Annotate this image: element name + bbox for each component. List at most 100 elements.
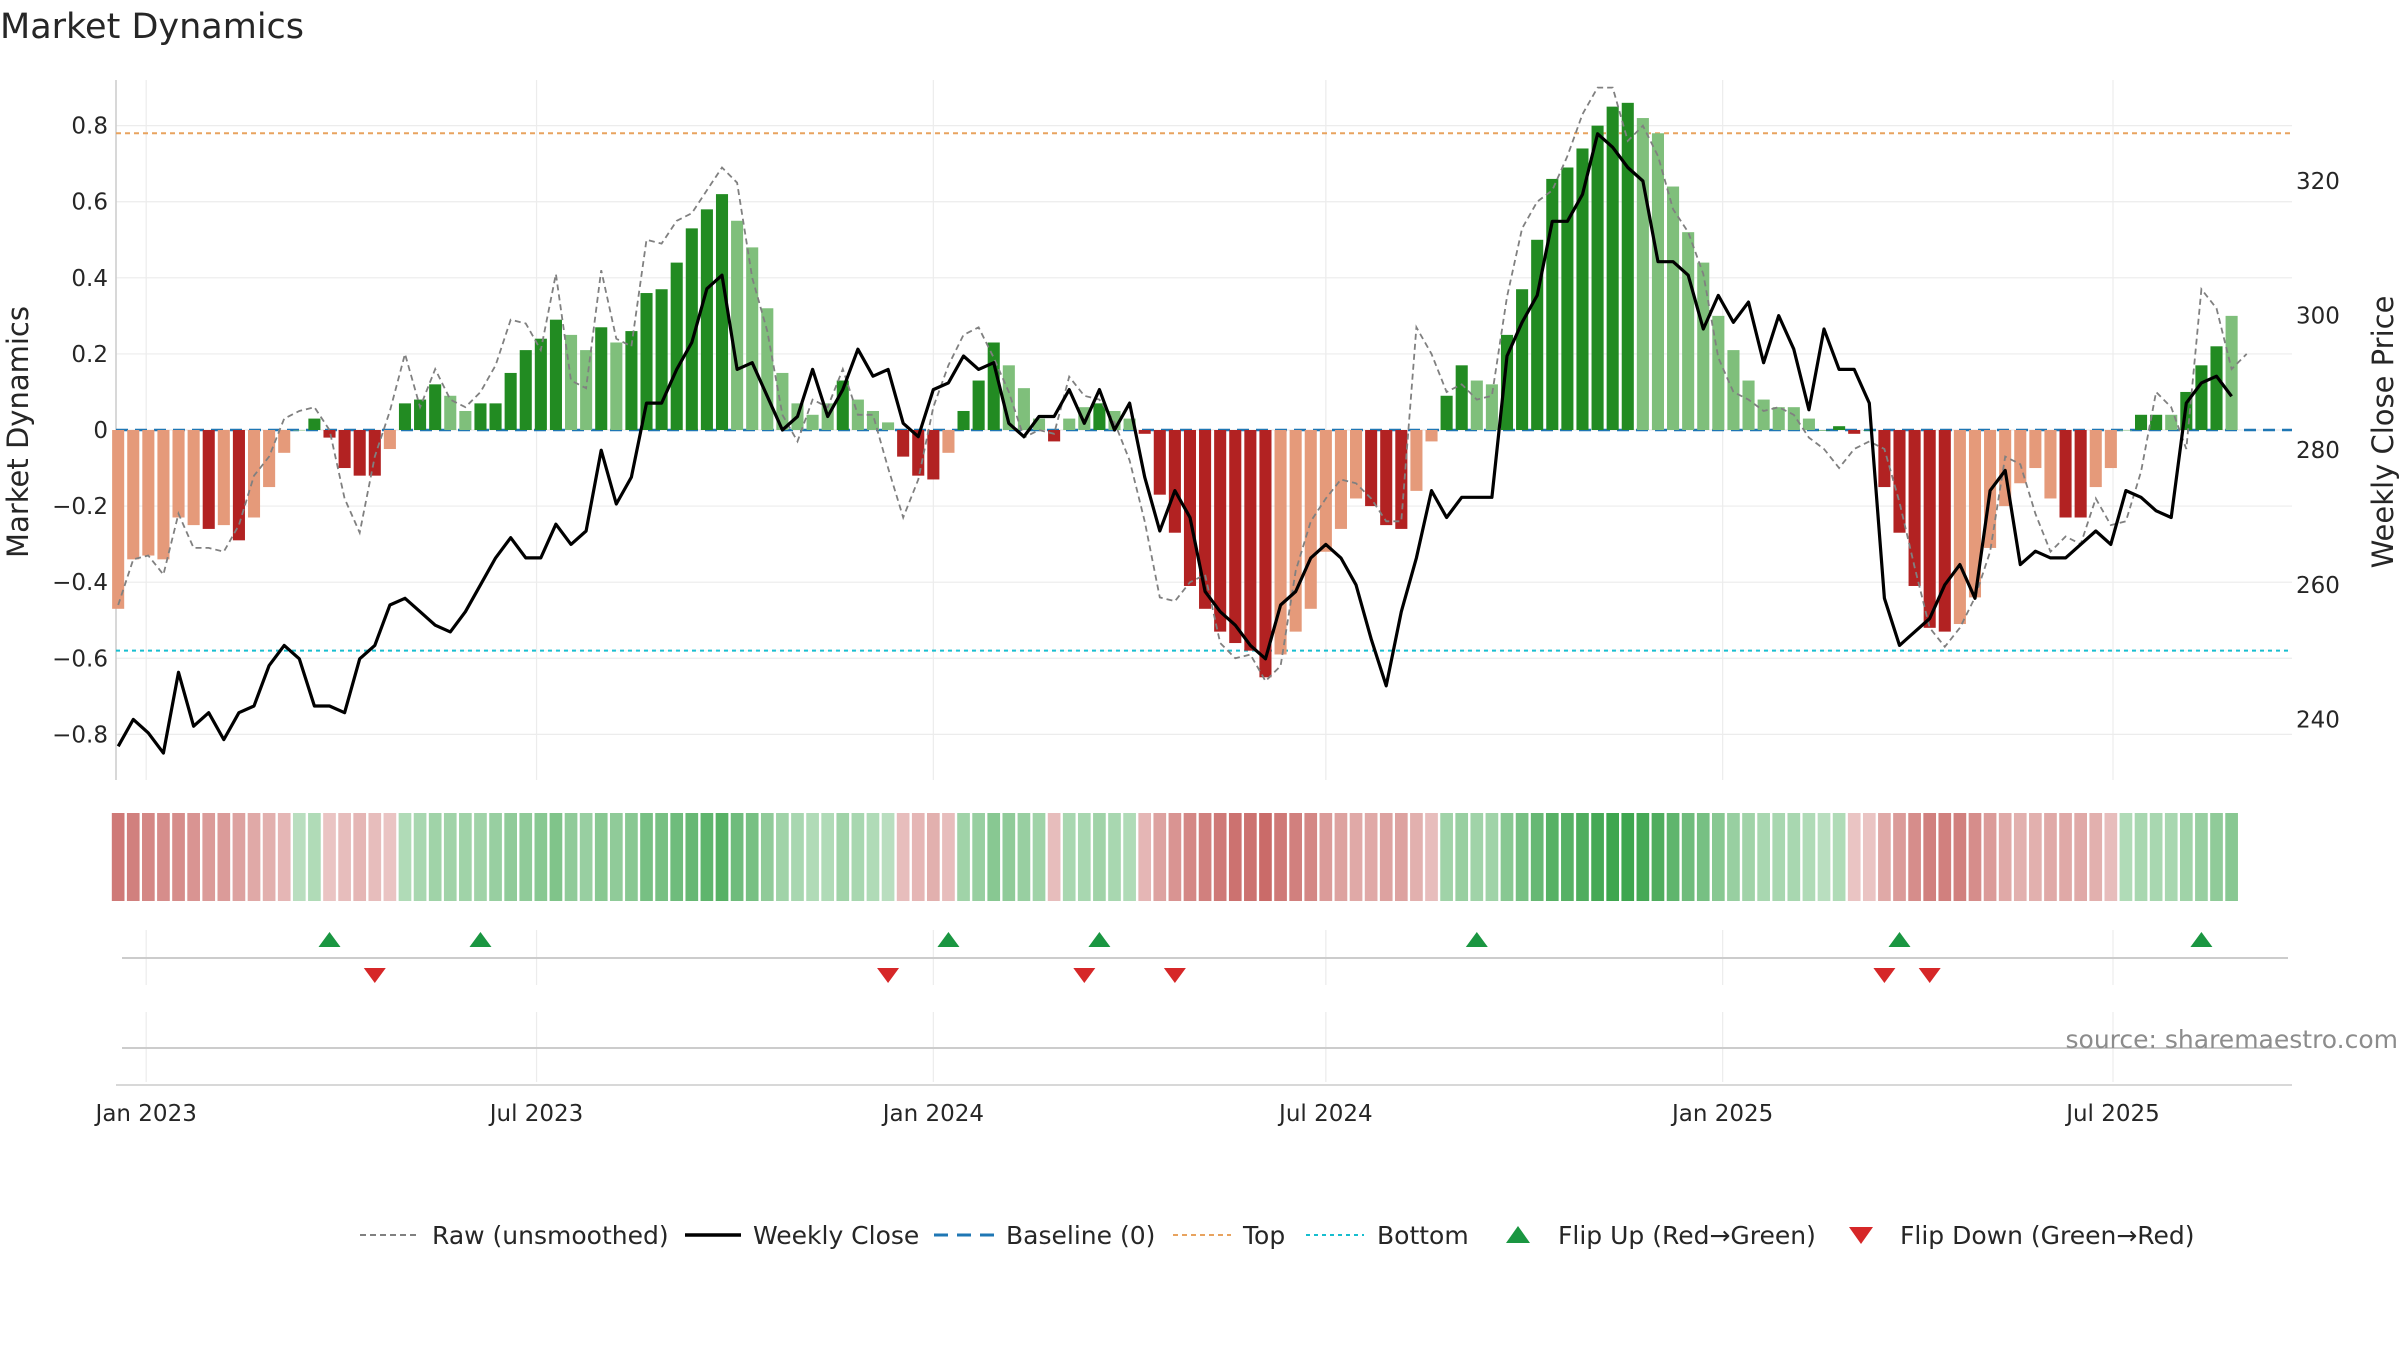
strip-cell (655, 813, 668, 901)
strip-cell (1440, 813, 1453, 901)
raw-series (117, 86, 2248, 683)
bar (580, 350, 593, 430)
strip-cell (1455, 813, 1469, 901)
bar (1953, 430, 1966, 625)
strip-cell (1168, 813, 1182, 901)
strip-cell (911, 813, 925, 901)
bar (957, 410, 970, 430)
strip-cell (927, 813, 940, 901)
strip-cell (172, 813, 185, 901)
strip-cell (489, 813, 502, 901)
strip-cell (1470, 813, 1484, 901)
strip-cell (1545, 813, 1559, 901)
bar (1591, 125, 1604, 431)
bar (1893, 430, 1906, 533)
y-tick-label: 0.2 (71, 342, 108, 368)
bar (142, 430, 155, 556)
y2-tick-label: 320 (2296, 169, 2340, 195)
bar (172, 430, 185, 518)
flip-up-marker (2190, 932, 2213, 947)
strip-cell (1953, 813, 1967, 901)
bar (2104, 430, 2117, 469)
tick-labels: −0.8 −0.6 −0.4 −0.2 0 0.2 0.4 0.6 0.8 240 260 280 30… (52, 114, 2340, 1127)
bar (1500, 334, 1514, 430)
bar (1787, 407, 1800, 430)
bar (1410, 430, 1423, 491)
strip-cell (232, 813, 246, 901)
bar (1123, 418, 1136, 430)
bar (1274, 430, 1287, 655)
x-tick-label: Jan 2024 (881, 1101, 984, 1127)
bar (731, 220, 744, 430)
flip-down-marker (363, 968, 386, 983)
legend-label: Top (1242, 1221, 1285, 1250)
bar (504, 372, 517, 430)
strip-cell (413, 813, 427, 901)
strip-cell (534, 813, 548, 901)
bar (1032, 418, 1046, 430)
y2-tick-label: 240 (2296, 707, 2340, 733)
bar (1063, 418, 1076, 430)
strip-cell (126, 813, 140, 901)
strip-cell (640, 813, 653, 901)
strip-cell (866, 813, 880, 901)
bar (2165, 414, 2178, 430)
strip-cell (1515, 813, 1529, 901)
strip-cell (1017, 813, 1031, 901)
flip-up-marker (469, 932, 492, 947)
bar (1365, 430, 1378, 507)
bar (1636, 118, 1649, 430)
flip-down-marker (877, 968, 900, 983)
bar (1455, 365, 1468, 430)
strip-cell (1636, 813, 1650, 901)
bar (882, 422, 895, 430)
bar (2089, 430, 2102, 488)
strip-cell (2074, 813, 2087, 901)
strip-cell (1968, 813, 1982, 901)
strip-cell (1093, 813, 1106, 901)
bar (1682, 232, 1695, 430)
legend-swatch (1849, 1227, 1873, 1244)
strip-cell (1108, 813, 1121, 901)
strip-cell (1047, 813, 1061, 901)
bar (474, 403, 487, 430)
strip-cell (1681, 813, 1695, 901)
bar (927, 430, 940, 480)
legend-label: Raw (unsmoothed) (432, 1221, 669, 1250)
legend-item-bottom: Bottom (1306, 1221, 1469, 1250)
bar (700, 209, 713, 430)
strip-cell (187, 813, 200, 901)
bar (1606, 106, 1619, 430)
strip-cell (157, 813, 170, 901)
strip-cell (1077, 813, 1091, 901)
strip-cell (2195, 813, 2208, 901)
strip-cell (1153, 813, 1167, 901)
strip-cell (1274, 813, 1287, 901)
strip-cell (1772, 813, 1786, 901)
strip-cell (1530, 813, 1544, 901)
bars-series (112, 102, 2238, 678)
strip-cell (609, 813, 623, 901)
strip-cell (670, 813, 684, 901)
flip-up-marker (1465, 932, 1488, 947)
strip-cell (1304, 813, 1318, 901)
legend-item-flip-up: Flip Up (Red→Green) (1506, 1221, 1816, 1250)
bar (670, 262, 683, 430)
bar (1259, 430, 1272, 678)
strip-cell (323, 813, 336, 901)
bar (1651, 133, 1665, 430)
y-tick-label: −0.4 (52, 570, 108, 596)
bar (1048, 430, 1061, 442)
bar (2074, 430, 2087, 518)
bar (187, 430, 200, 526)
x-tick-label: Jul 2024 (1277, 1101, 1373, 1127)
strip-cell (2179, 813, 2193, 901)
strip-cell (760, 813, 774, 901)
bar (1425, 430, 1438, 442)
weekly-close-line (116, 132, 2233, 755)
strip-cell (1817, 813, 1831, 901)
strip-cell (594, 813, 608, 901)
bar (1833, 426, 1846, 430)
strip-cell (2044, 813, 2057, 901)
bar (1863, 430, 1876, 431)
